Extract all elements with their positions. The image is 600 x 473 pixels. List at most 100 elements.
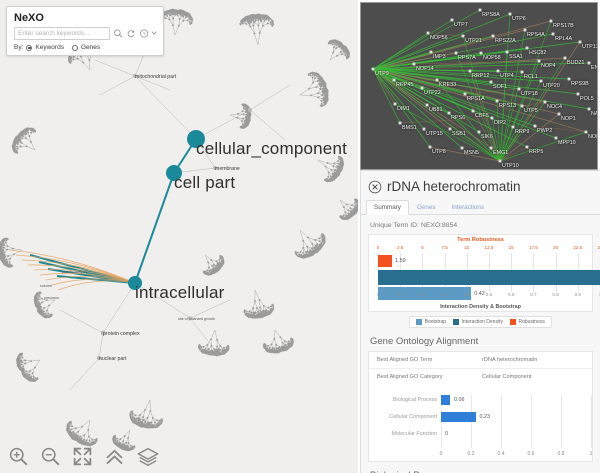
radio-keywords-label: Keywords: [35, 44, 64, 51]
gene-node-kre33[interactable]: KRE33: [439, 82, 456, 88]
node-label-membrane[interactable]: membrane: [215, 166, 240, 172]
layers-icon[interactable]: [136, 446, 160, 467]
gene-node-sof1[interactable]: SOF1: [493, 84, 507, 90]
tab-interactions[interactable]: Interactions: [444, 200, 493, 215]
gene-node-imp3[interactable]: IMP3: [433, 54, 446, 60]
gene-node-mpp10[interactable]: MPP10: [558, 140, 576, 146]
gene-node-ssa1[interactable]: SSA1: [509, 54, 523, 60]
gene-node-utp8[interactable]: UTP8: [432, 149, 446, 155]
node-label-mitochondrial-part[interactable]: mitochondrial part: [135, 74, 176, 80]
legend-item-interaction-density[interactable]: Interaction Density: [453, 319, 503, 325]
gene-node-utp4[interactable]: UTP4: [500, 73, 514, 79]
fit-screen-icon[interactable]: [72, 446, 93, 467]
gene-node-noc4[interactable]: NOC4: [547, 104, 562, 110]
gene-node-utp7[interactable]: UTP7: [454, 22, 468, 28]
node-label-cell-part[interactable]: cell part: [174, 173, 235, 193]
gene-node-sik6[interactable]: SIK6: [481, 134, 493, 140]
gene-node-nop1[interactable]: NOP1: [561, 116, 576, 122]
node-label-site-of-polarized-growth[interactable]: site of polarized growth: [178, 317, 215, 321]
gene-node-nop6[interactable]: NOP6: [588, 134, 598, 140]
gene-node-nop56[interactable]: NOP56: [430, 35, 448, 41]
gene-node-utp5[interactable]: UTP5: [524, 108, 538, 114]
bottom-tick-label: 0.5: [486, 292, 492, 297]
gene-node-rps8a[interactable]: RPS8A: [482, 12, 500, 18]
zoom-in-icon[interactable]: [8, 446, 29, 467]
legend-item-robustness[interactable]: Robustness: [510, 319, 545, 325]
search-panel[interactable]: NeXO ? By:: [6, 6, 164, 56]
reset-icon[interactable]: [126, 27, 136, 40]
gene-node-msn5[interactable]: MSN5: [464, 150, 479, 156]
gene-node-rps6[interactable]: RPS6: [451, 115, 465, 121]
gene-node-enp1[interactable]: ENP1: [591, 65, 598, 71]
bar-interaction-density: [378, 270, 600, 285]
gene-node-nop14[interactable]: NOP14: [416, 66, 434, 72]
gene-node-rpl4a[interactable]: RPL4A: [555, 36, 572, 42]
gene-node-utp20[interactable]: UTP20: [543, 83, 560, 89]
gene-node-rrp5[interactable]: RRP5: [529, 149, 543, 155]
search-input[interactable]: [14, 27, 110, 40]
gene-node-utp9[interactable]: UTP9: [375, 71, 389, 77]
gene-interaction-network[interactable]: UTP9 RPS8A UTP6 UTP7 RPS17B NOP56 UTP21 RPS22A R…: [360, 2, 598, 170]
gene-node-cbf5[interactable]: CBF5: [475, 113, 489, 119]
node-label-cellular-component[interactable]: cellular_component: [196, 139, 347, 159]
ontology-tree-canvas[interactable]: [0, 0, 358, 473]
gene-node-utp10[interactable]: UTP10: [502, 163, 519, 169]
node-label-protein-complex-2[interactable]: protein complex: [62, 270, 87, 274]
gene-node-utp22[interactable]: UTP22: [424, 90, 441, 96]
search-icon[interactable]: [113, 27, 123, 40]
search-by-row: By: Keywords Genes: [14, 44, 157, 51]
gene-node-bud21[interactable]: BUD21: [567, 60, 584, 66]
node-label-protein-complex[interactable]: protein complex: [103, 331, 140, 337]
gene-node-utp13[interactable]: UTP13: [582, 44, 598, 50]
gene-node-ssb1[interactable]: SSB1: [452, 131, 466, 137]
node-label-intracellular[interactable]: intracellular: [135, 283, 225, 303]
radio-genes[interactable]: [72, 45, 78, 51]
legend-item-bootstrap[interactable]: Bootstrap: [416, 319, 446, 325]
gene-node-rps22a[interactable]: RPS22A: [495, 38, 516, 44]
legend-swatch-bootstrap: [416, 319, 422, 325]
gene-node-bms1[interactable]: BMS1: [402, 125, 417, 131]
robustness-bootstrap-chart: Term Robustness 0 2.5 5 7.5 10 12.5 15 17.5 20 22…: [368, 234, 593, 312]
gene-node-ub81[interactable]: UB81: [429, 107, 443, 113]
legend-label-robustness: Robustness: [518, 319, 544, 325]
gene-node-nop4[interactable]: NOP4: [541, 63, 556, 69]
gene-node-rrp12[interactable]: RRP12: [472, 73, 489, 79]
gene-node-emg1[interactable]: EMG1: [493, 150, 508, 156]
close-icon[interactable]: [368, 180, 382, 194]
gene-node-nop58[interactable]: NOP58: [483, 55, 501, 61]
gene-node-rrp9[interactable]: RRP9: [515, 129, 529, 135]
node-label-nuclear-part[interactable]: nuclear part: [99, 356, 126, 362]
gene-node-rcl1[interactable]: RCL1: [524, 74, 538, 80]
tab-genes[interactable]: Genes: [409, 200, 444, 215]
gene-node-utp21[interactable]: UTP21: [465, 38, 482, 44]
go-tick-label: 0.6: [528, 451, 535, 457]
gene-node-utp15[interactable]: UTP15: [426, 131, 443, 137]
gene-node-utp18[interactable]: UTP18: [521, 91, 538, 97]
gene-node-hsc82[interactable]: HSC82: [529, 50, 546, 56]
gene-node-pol5[interactable]: POL5: [580, 96, 594, 102]
gene-node-rps9b[interactable]: RPS9B: [571, 81, 589, 87]
node-label-subunit[interactable]: subunit: [40, 284, 52, 288]
radio-keywords[interactable]: [26, 45, 32, 51]
gene-node-dip2[interactable]: DIP2: [494, 120, 506, 126]
zoom-out-icon[interactable]: [40, 446, 61, 467]
gene-node-dim1[interactable]: DIM1: [397, 106, 410, 112]
gene-node-rps13[interactable]: RPS13: [499, 103, 516, 109]
gene-node-utp6[interactable]: UTP6: [512, 16, 526, 22]
ontology-tree-view[interactable]: cellular_component cell part intracellul…: [0, 0, 358, 473]
tab-summary[interactable]: Summary: [366, 200, 409, 215]
collapse-icon[interactable]: [104, 446, 125, 467]
gene-node-rps4a[interactable]: RPS4A: [527, 32, 545, 38]
chevron-down-icon[interactable]: [151, 27, 157, 40]
page-title: rDNA heterochromatin: [387, 179, 521, 194]
gene-node-rps1a[interactable]: RPS1A: [467, 96, 485, 102]
go-bar-value: 0.06: [454, 397, 465, 403]
gene-node-nan1[interactable]: NAN1: [591, 111, 598, 117]
gene-node-rps7a[interactable]: RPS7A: [458, 55, 476, 61]
gene-node-rrp45[interactable]: RRP45: [396, 82, 413, 88]
gene-node-pwp2[interactable]: PWP2: [537, 128, 552, 134]
node-label-precursor[interactable]: precursor: [44, 296, 59, 300]
gene-node-rps17b[interactable]: RPS17B: [553, 23, 574, 29]
help-icon[interactable]: ?: [139, 27, 149, 40]
section-title-biological-process: Biological Process: [361, 462, 600, 473]
